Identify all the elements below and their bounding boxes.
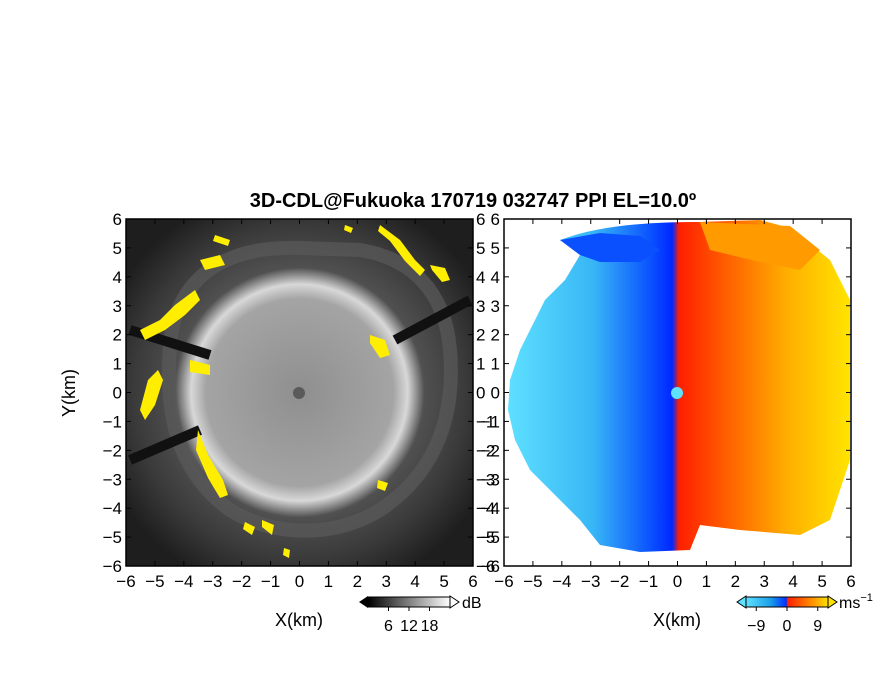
snr-y-tick-label-right: 1: [476, 355, 485, 374]
snr-y-axis-label: Y(km): [59, 369, 79, 417]
snr-y-tick-label-right: 0: [476, 384, 485, 403]
velocity-y-tick-label: 4: [491, 268, 500, 287]
velocity-x-tick-label: −2: [610, 572, 629, 591]
velocity-x-tick-label: −1: [639, 572, 658, 591]
snr-y-tick-label: 4: [113, 268, 122, 287]
snr-y-tick-label-right: −6: [476, 557, 495, 576]
snr-x-tick-label: 0: [295, 572, 304, 591]
velocity-x-tick-label: 1: [702, 572, 711, 591]
snr-y-tick-label-right: −1: [476, 412, 495, 431]
snr-x-tick-label: −3: [203, 572, 222, 591]
snr-colorbar-unit: dB: [462, 595, 482, 612]
snr-y-tick-label-right: 6: [476, 210, 485, 229]
velocity-y-tick-label: −3: [481, 470, 500, 489]
velocity-x-tick-label: −4: [552, 572, 571, 591]
snr-y-tick-label: 0: [113, 384, 122, 403]
chart-title: 3D-CDL@Fukuoka 170719 032747 PPI EL=10.0…: [250, 190, 696, 212]
snr-y-tick-label-right: −4: [476, 499, 495, 518]
velocity-colorbar-tick-label: −9: [747, 618, 765, 635]
snr-x-tick-label: 2: [353, 572, 362, 591]
velocity-y-tick-label: 5: [491, 239, 500, 258]
snr-y-tick-label-right: 5: [476, 239, 485, 258]
snr-y-tick-label: −1: [103, 412, 122, 431]
velocity-colorbar-unit: ms−1: [839, 592, 873, 612]
snr-y-tick-label: −4: [103, 499, 122, 518]
snr-x-tick-label: 6: [468, 572, 477, 591]
snr-x-tick-label: 1: [324, 572, 333, 591]
snr-x-tick-label: 5: [439, 572, 448, 591]
snr-high-echoes: [140, 225, 450, 558]
snr-y-tick-label-right: −2: [476, 441, 495, 460]
snr-y-ticks-right: −6 −5 −4 −3 −2 −1 0 1 2 3 4 5 6: [476, 210, 495, 576]
velocity-x-tick-label: 6: [846, 572, 855, 591]
velocity-x-tick-label: 5: [817, 572, 826, 591]
snr-y-tick-label-right: −3: [476, 470, 495, 489]
snr-x-tick-label: −6: [116, 572, 135, 591]
velocity-y-tick-label: −4: [481, 499, 500, 518]
snr-x-tick-label: −5: [145, 572, 164, 591]
snr-colorbar: 6 12 18 dB: [359, 595, 482, 635]
snr-axes: −6 −5 −4 −3 −2 −1 0 1 2 3 4 5 6−6−5−4−3−2−10123456−6…: [103, 210, 496, 591]
snr-y-tick-label: −3: [103, 470, 122, 489]
velocity-x-tick-label: 0: [673, 572, 682, 591]
snr-x-tick-label: 4: [410, 572, 419, 591]
velocity-y-tick-label: 6: [491, 210, 500, 229]
snr-y-tick-label: 5: [113, 239, 122, 258]
snr-y-tick-label: −6: [103, 557, 122, 576]
velocity-y-tick-label: −2: [481, 441, 500, 460]
snr-colorbar-tick-label: 12: [400, 618, 418, 635]
velocity-x-tick-label: 4: [788, 572, 797, 591]
velocity-x-axis-label: X(km): [653, 610, 701, 630]
snr-y-tick-label-right: 3: [476, 297, 485, 316]
snr-x-tick-label: −1: [261, 572, 280, 591]
radar-site-marker: [293, 387, 305, 399]
velocity-x-tick-label: −3: [581, 572, 600, 591]
snr-y-tick-label: −5: [103, 528, 122, 547]
snr-x-tick-label: 3: [382, 572, 391, 591]
snr-x-tick-label: −4: [174, 572, 193, 591]
snr-y-tick-label: 2: [113, 326, 122, 345]
velocity-colorbar-ticks: −9 0 9: [747, 607, 822, 635]
velocity-y-tick-label: 3: [491, 297, 500, 316]
velocity-x-tick-label: −5: [523, 572, 542, 591]
velocity-colorbar-tick-label: 9: [813, 618, 822, 635]
snr-colorbar-tick-label: 18: [421, 618, 439, 635]
snr-panel: −6 −5 −4 −3 −2 −1 0 1 2 3 4 5 6−6−5−4−3−2−10123456−6…: [59, 210, 495, 635]
velocity-x-tick-label: 3: [760, 572, 769, 591]
velocity-y-tick-label: −1: [481, 412, 500, 431]
snr-y-tick-label-right: 4: [476, 268, 485, 287]
velocity-colorbar-tick-label: 0: [783, 618, 792, 635]
snr-x-axis-label: X(km): [275, 610, 323, 630]
velocity-y-tick-label: −6: [481, 557, 500, 576]
snr-y-tick-label: −2: [103, 441, 122, 460]
velocity-y-tick-label: 2: [491, 326, 500, 345]
velocity-x-tick-label: 2: [731, 572, 740, 591]
snr-field: [126, 219, 473, 566]
velocity-y-tick-label: 1: [491, 355, 500, 374]
radar-site-marker: [671, 387, 683, 399]
snr-y-tick-label: 3: [113, 297, 122, 316]
snr-y-tick-label-right: −5: [476, 528, 495, 547]
snr-x-tick-label: −2: [232, 572, 251, 591]
snr-y-tick-label-right: 2: [476, 326, 485, 345]
velocity-y-tick-label: −5: [481, 528, 500, 547]
snr-colorbar-tick-label: 6: [384, 618, 393, 635]
snr-colorbar-ticks: 6 12 18: [384, 607, 439, 635]
velocity-field: [508, 220, 850, 552]
snr-y-tick-label: 1: [113, 355, 122, 374]
velocity-colorbar: −9 0 9 ms−1: [736, 592, 873, 635]
velocity-x-tick-label: −6: [494, 572, 513, 591]
snr-y-tick-label: 6: [113, 210, 122, 229]
velocity-y-tick-label: 0: [491, 384, 500, 403]
